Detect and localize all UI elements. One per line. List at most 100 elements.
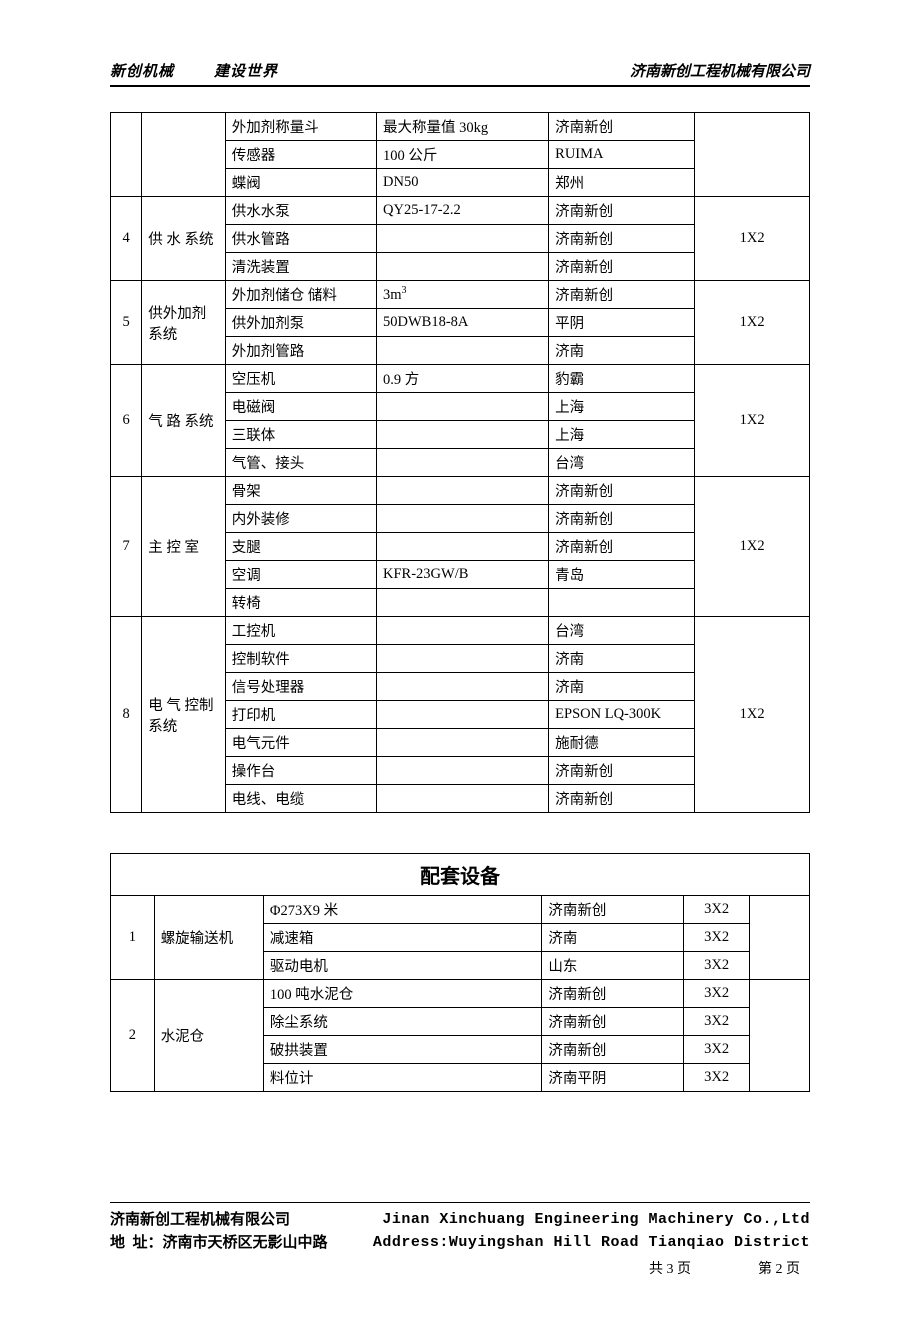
item-vendor: 济南新创 (549, 757, 695, 785)
table-row: 4供 水 系统供水水泵QY25-17-2.2济南新创1X2 (111, 197, 810, 225)
item-name: Φ273X9 米 (263, 896, 542, 924)
item-name: 料位计 (263, 1064, 542, 1092)
item-name: 电磁阀 (225, 393, 376, 421)
item-spec: 3m3 (377, 281, 549, 309)
company-name: 济南新创工程机械有限公司 (630, 60, 810, 81)
item-vendor: 济南新创 (542, 1036, 684, 1064)
group-extra (749, 896, 809, 980)
item-vendor: 济南新创 (542, 1008, 684, 1036)
item-name: 电气元件 (225, 729, 376, 757)
item-name: 清洗装置 (225, 253, 376, 281)
item-name: 支腿 (225, 533, 376, 561)
group-qty: 1X2 (695, 617, 810, 813)
item-name: 工控机 (225, 617, 376, 645)
header-left: 新创机械建设世界 (110, 60, 278, 81)
table-row: 5供外加剂系统外加剂储仓 储料3m3济南新创1X2 (111, 281, 810, 309)
item-spec (377, 253, 549, 281)
item-name: 除尘系统 (263, 1008, 542, 1036)
page-number: 共 3 页 第 2 页 (110, 1258, 810, 1278)
item-vendor: 济南新创 (549, 533, 695, 561)
group-number: 7 (111, 477, 142, 617)
item-qty: 3X2 (684, 896, 750, 924)
item-vendor: 平阴 (549, 309, 695, 337)
item-name: 操作台 (225, 757, 376, 785)
item-name: 打印机 (225, 701, 376, 729)
page-header: 新创机械建设世界 济南新创工程机械有限公司 (110, 60, 810, 87)
item-spec (377, 673, 549, 701)
item-qty: 3X2 (684, 1036, 750, 1064)
group-qty: 1X2 (695, 477, 810, 617)
item-name: 驱动电机 (263, 952, 542, 980)
item-spec: 0.9 方 (377, 365, 549, 393)
item-qty: 3X2 (684, 980, 750, 1008)
table-row: 1螺旋输送机Φ273X9 米济南新创3X2 (111, 896, 810, 924)
item-spec (377, 701, 549, 729)
item-name: 空压机 (225, 365, 376, 393)
item-vendor: 上海 (549, 421, 695, 449)
item-vendor: 济南 (549, 673, 695, 701)
brand-text: 新创机械 (110, 64, 174, 80)
item-vendor: 济南新创 (549, 197, 695, 225)
item-spec: 100 公斤 (377, 141, 549, 169)
item-spec (377, 477, 549, 505)
item-vendor: 郑州 (549, 169, 695, 197)
group-number: 5 (111, 281, 142, 365)
table-row: 2水泥仓100 吨水泥仓济南新创3X2 (111, 980, 810, 1008)
group-qty (695, 113, 810, 197)
item-name: 传感器 (225, 141, 376, 169)
item-name: 转椅 (225, 589, 376, 617)
item-qty: 3X2 (684, 1008, 750, 1036)
footer-company-cn: 济南新创工程机械有限公司 (110, 1209, 290, 1232)
group-qty: 1X2 (695, 197, 810, 281)
item-name: 减速箱 (263, 924, 542, 952)
item-spec (377, 617, 549, 645)
group-name: 主 控 室 (142, 477, 225, 617)
item-name: 供水水泵 (225, 197, 376, 225)
item-vendor: 济南 (549, 337, 695, 365)
table-row: 外加剂称量斗最大称量值 30kg济南新创 (111, 113, 810, 141)
item-spec: DN50 (377, 169, 549, 197)
item-name: 供水管路 (225, 225, 376, 253)
item-vendor: 济南新创 (549, 505, 695, 533)
item-vendor: 山东 (542, 952, 684, 980)
group-number: 4 (111, 197, 142, 281)
item-vendor: 青岛 (549, 561, 695, 589)
item-name: 外加剂储仓 储料 (225, 281, 376, 309)
item-vendor: 济南新创 (549, 225, 695, 253)
footer-address-cn: 地 址：济南市天桥区无影山中路 (110, 1232, 328, 1255)
item-vendor: 上海 (549, 393, 695, 421)
item-qty: 3X2 (684, 1064, 750, 1092)
item-name: 破拱装置 (263, 1036, 542, 1064)
item-spec: 最大称量值 30kg (377, 113, 549, 141)
item-vendor: 济南 (542, 924, 684, 952)
item-name: 骨架 (225, 477, 376, 505)
group-name: 水泥仓 (154, 980, 263, 1092)
item-vendor: 济南 (549, 645, 695, 673)
item-vendor: 台湾 (549, 449, 695, 477)
item-name: 供外加剂泵 (225, 309, 376, 337)
table-row: 8电 气 控制系统工控机台湾1X2 (111, 617, 810, 645)
item-vendor: 济南新创 (549, 113, 695, 141)
group-name (142, 113, 225, 197)
group-name: 供 水 系统 (142, 197, 225, 281)
page-footer: 济南新创工程机械有限公司 Jinan Xinchuang Engineering… (110, 1202, 810, 1278)
group-qty: 1X2 (695, 281, 810, 365)
item-vendor: 济南新创 (549, 281, 695, 309)
group-name: 供外加剂系统 (142, 281, 225, 365)
table-row: 7主 控 室骨架济南新创1X2 (111, 477, 810, 505)
item-name: 外加剂管路 (225, 337, 376, 365)
item-qty: 3X2 (684, 924, 750, 952)
item-name: 蝶阀 (225, 169, 376, 197)
item-spec (377, 337, 549, 365)
item-name: 信号处理器 (225, 673, 376, 701)
main-equipment-table: 外加剂称量斗最大称量值 30kg济南新创传感器100 公斤RUIMA蝶阀DN50… (110, 112, 810, 813)
item-name: 100 吨水泥仓 (263, 980, 542, 1008)
item-spec: KFR-23GW/B (377, 561, 549, 589)
item-name: 外加剂称量斗 (225, 113, 376, 141)
group-number: 1 (111, 896, 155, 980)
item-name: 空调 (225, 561, 376, 589)
item-spec (377, 505, 549, 533)
item-vendor: 济南新创 (549, 477, 695, 505)
item-name: 三联体 (225, 421, 376, 449)
item-name: 气管、接头 (225, 449, 376, 477)
